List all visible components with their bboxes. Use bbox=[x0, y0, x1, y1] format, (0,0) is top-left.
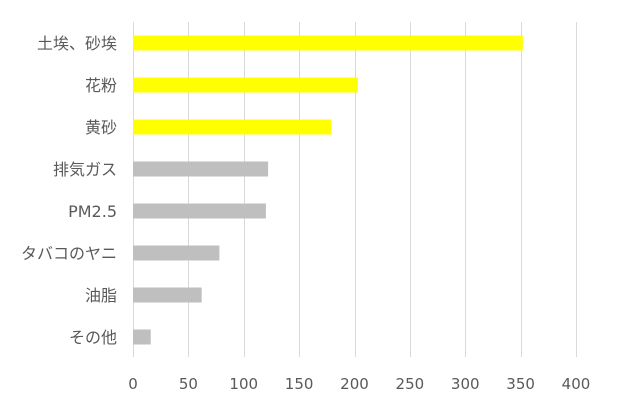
x-tick-label-150: 150 bbox=[285, 375, 314, 393]
x-tick-label-0: 0 bbox=[128, 375, 138, 393]
category-label-4: 排気ガス bbox=[53, 160, 117, 179]
x-tick-label-350: 350 bbox=[506, 375, 535, 393]
category-label-7: 油脂 bbox=[85, 286, 117, 305]
bar-1 bbox=[133, 35, 523, 51]
category-label-2: 花粉 bbox=[85, 76, 117, 95]
bar-8 bbox=[133, 329, 151, 345]
category-label-3: 黄砂 bbox=[85, 118, 117, 137]
category-label-8: その他 bbox=[69, 328, 117, 347]
x-tick-labels: 0 50 100 150 200 250 300 350 400 bbox=[128, 375, 590, 393]
x-tick-label-100: 100 bbox=[229, 375, 258, 393]
bar-3 bbox=[133, 119, 332, 135]
x-tick-label-400: 400 bbox=[562, 375, 591, 393]
bar-7 bbox=[133, 287, 202, 303]
category-label-5: PM2.5 bbox=[68, 202, 117, 221]
bars bbox=[133, 35, 523, 345]
x-tick-label-300: 300 bbox=[451, 375, 480, 393]
bar-6 bbox=[133, 245, 220, 261]
bar-4 bbox=[133, 161, 269, 177]
x-tick-label-200: 200 bbox=[340, 375, 369, 393]
gridlines bbox=[133, 22, 577, 357]
category-label-6: タバコのヤニ bbox=[21, 244, 117, 263]
bar-5 bbox=[133, 203, 266, 219]
x-tick-label-250: 250 bbox=[396, 375, 425, 393]
bar-2 bbox=[133, 77, 358, 93]
x-tick-label-50: 50 bbox=[179, 375, 198, 393]
category-label-1: 土埃、砂埃 bbox=[37, 34, 117, 53]
